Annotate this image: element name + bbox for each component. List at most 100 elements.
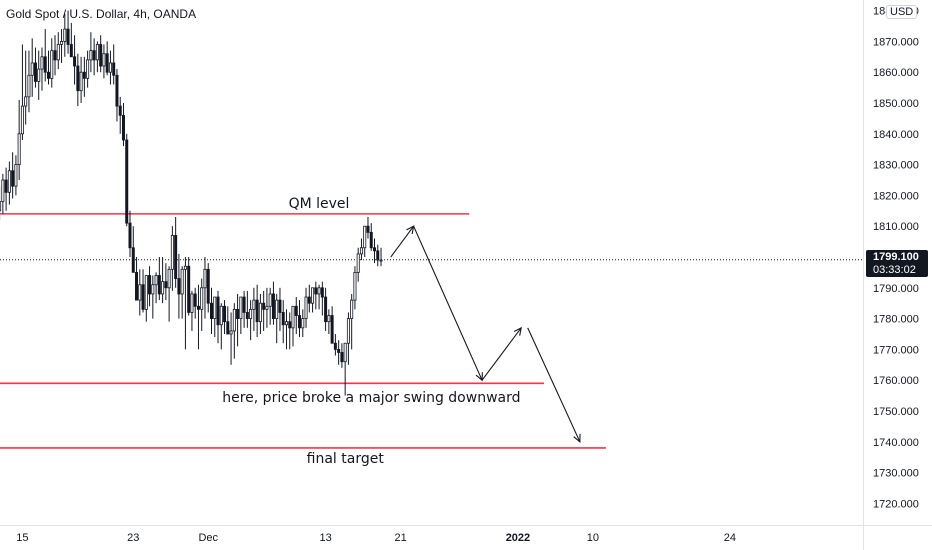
candle-body <box>333 342 337 350</box>
price-tick-label: 1860.000 <box>873 67 919 79</box>
candle <box>89 32 93 73</box>
annotation-qm-level: QM level <box>288 195 350 212</box>
candle-body <box>304 296 308 320</box>
candle <box>379 247 383 267</box>
candle <box>359 238 363 261</box>
candle <box>161 257 165 304</box>
candle <box>37 50 41 100</box>
candle-body <box>193 293 197 307</box>
candle-body <box>47 71 51 79</box>
candle-body <box>1 179 5 202</box>
candle <box>327 309 331 334</box>
candle-body <box>324 296 328 323</box>
candle-body <box>125 139 129 224</box>
candle <box>102 44 106 79</box>
candle <box>369 223 373 251</box>
candle <box>236 293 240 347</box>
candle <box>66 10 70 54</box>
time-axis: 15 23 Dec 13 21 2022 10 24 <box>0 525 932 544</box>
candle-body <box>43 56 47 73</box>
candle-body <box>327 315 331 323</box>
candle <box>320 281 324 316</box>
candle-body <box>376 250 380 261</box>
candle-body <box>33 62 37 82</box>
price-tick-label: 1720.000 <box>873 498 919 510</box>
candle-body <box>307 296 311 304</box>
candles <box>0 10 383 396</box>
candle <box>170 226 174 291</box>
candle-body <box>148 275 152 295</box>
candle-body <box>262 302 266 310</box>
candle <box>209 287 213 334</box>
candle-body <box>216 296 220 326</box>
projection-arrow-1 <box>413 225 483 381</box>
candle-body <box>170 235 174 270</box>
candle <box>223 300 227 334</box>
candle <box>265 287 269 328</box>
candle <box>255 284 259 338</box>
candle-body <box>53 50 57 61</box>
candle <box>27 50 31 113</box>
candle-body <box>346 318 350 344</box>
candle <box>53 35 57 76</box>
candle-body <box>314 287 318 295</box>
candle-body <box>92 50 96 61</box>
annotation-final-target: final target <box>306 451 384 468</box>
candle <box>311 287 315 313</box>
candle-body <box>167 268 171 289</box>
candle-body <box>121 114 125 141</box>
price-tick-label: 1750.000 <box>873 406 919 418</box>
candle-body <box>73 56 77 67</box>
candle <box>1 173 5 214</box>
candle-body <box>164 281 168 289</box>
projection-arrowhead-3 <box>573 433 581 443</box>
candle <box>118 96 122 134</box>
candle-body <box>206 268 210 304</box>
candle <box>242 290 246 328</box>
candle-body <box>190 293 194 313</box>
candle <box>82 56 86 97</box>
projection-arrow-2 <box>481 327 522 381</box>
candle <box>229 312 233 365</box>
price-tick-label: 1790.000 <box>873 283 919 295</box>
candle-body <box>183 265 187 270</box>
currency-button[interactable]: USD <box>886 5 918 19</box>
candle-body <box>105 53 109 73</box>
candle <box>79 56 83 103</box>
price-tick-label: 1830.000 <box>873 160 919 172</box>
candle <box>47 50 51 85</box>
candle-body <box>118 105 122 116</box>
candle <box>180 266 184 319</box>
candle <box>372 238 376 264</box>
price-tick-label: 1780.000 <box>873 314 919 326</box>
candle-body <box>340 352 344 363</box>
candle <box>284 309 288 350</box>
candle-body <box>50 50 54 79</box>
candle <box>7 161 11 205</box>
candle-body <box>69 44 73 58</box>
candle <box>190 290 194 331</box>
candle-body <box>56 44 60 61</box>
candle-body <box>17 133 21 166</box>
candle <box>353 266 357 310</box>
candle-body <box>359 247 363 255</box>
candle <box>131 226 135 273</box>
projection-arrow-0 <box>390 225 415 258</box>
candle-body <box>76 65 80 92</box>
candle-body <box>353 271 357 301</box>
candle-body <box>128 222 132 249</box>
candle-body <box>275 299 279 319</box>
candle <box>258 293 262 334</box>
candle <box>245 290 249 328</box>
price-tick-label: 1810.000 <box>873 221 919 233</box>
candle-body <box>298 315 302 329</box>
candle-body <box>180 268 184 295</box>
candle <box>20 44 24 140</box>
candle <box>157 257 161 301</box>
candle <box>232 303 236 359</box>
candle <box>193 287 197 319</box>
candle <box>108 50 112 85</box>
candle <box>219 303 223 350</box>
time-tick-label: Dec <box>198 532 218 544</box>
